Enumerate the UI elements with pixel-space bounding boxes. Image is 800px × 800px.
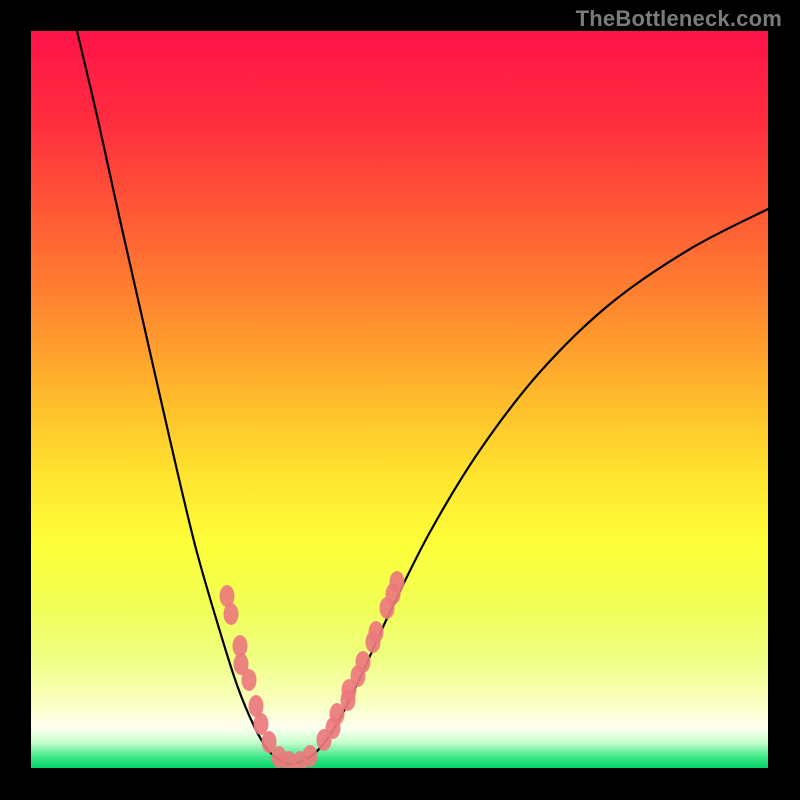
data-dot (303, 745, 318, 767)
data-dot (224, 603, 239, 625)
data-dot (369, 621, 384, 643)
data-dot (390, 571, 405, 593)
chart-svg (0, 0, 800, 800)
data-dot (356, 651, 371, 673)
watermark-text: TheBottleneck.com (576, 6, 782, 32)
data-dot (242, 669, 257, 691)
data-dot (254, 713, 269, 735)
chart-canvas: TheBottleneck.com (0, 0, 800, 800)
plot-background (31, 31, 768, 768)
